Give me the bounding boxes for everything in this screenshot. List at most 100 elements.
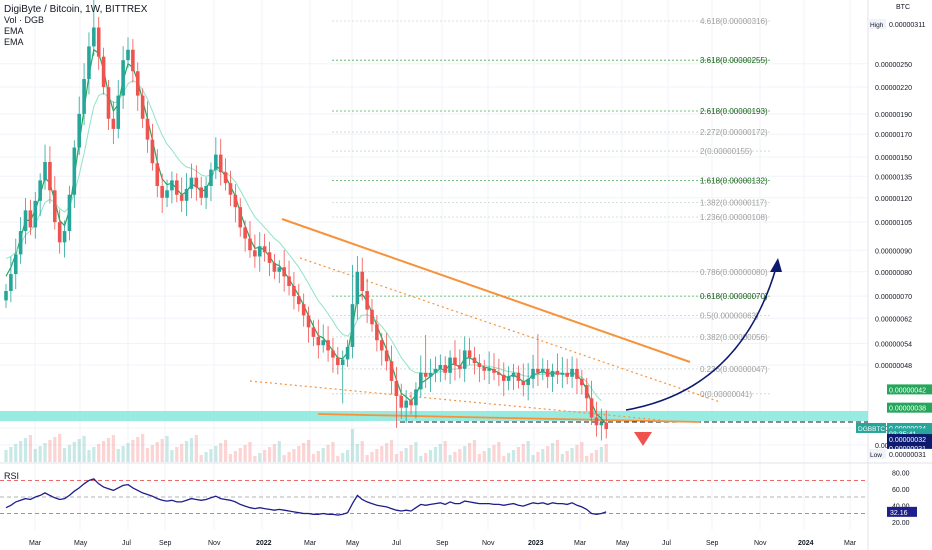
rsi-title[interactable]: RSI bbox=[4, 471, 20, 481]
volume-bar bbox=[448, 455, 452, 462]
candle-body bbox=[13, 254, 18, 275]
volume-bar bbox=[238, 448, 242, 462]
price-tick-label: 0.00000250 bbox=[875, 62, 912, 69]
candle-body bbox=[570, 368, 574, 377]
candle-body bbox=[462, 350, 467, 369]
volume-bar bbox=[385, 443, 389, 462]
candle-body bbox=[96, 27, 101, 57]
rsi-tick-label: 80.00 bbox=[892, 470, 910, 477]
volume-bar bbox=[521, 444, 525, 462]
volume-bar bbox=[248, 442, 252, 462]
candle-body bbox=[536, 368, 540, 373]
volume-bar bbox=[180, 444, 184, 462]
price-label-box bbox=[887, 442, 932, 453]
volume-bar bbox=[102, 441, 106, 462]
volume-bar bbox=[399, 451, 403, 462]
volume-bar bbox=[428, 450, 433, 462]
time-tick-label: Sep bbox=[706, 540, 719, 547]
volume-bar bbox=[189, 438, 194, 462]
volume-bar bbox=[136, 437, 140, 462]
fib-label: 1.618(0.00000132) bbox=[700, 176, 768, 185]
price-tick-label: 0.00000080 bbox=[875, 270, 912, 277]
candle-body bbox=[28, 210, 33, 228]
volume-bar bbox=[67, 445, 72, 462]
volume-bar bbox=[106, 438, 111, 462]
annotations bbox=[625, 258, 782, 446]
volume-bar bbox=[458, 449, 462, 462]
volume-bar bbox=[516, 447, 520, 462]
volume-bar bbox=[48, 440, 52, 462]
time-tick-label: Mar bbox=[574, 540, 587, 547]
volume-bar bbox=[224, 440, 228, 462]
volume-bar bbox=[546, 446, 550, 462]
volume-bar bbox=[82, 436, 86, 462]
candle-body bbox=[599, 422, 604, 426]
price-tick-label: 0.00000190 bbox=[875, 112, 912, 119]
candle-body bbox=[526, 378, 530, 386]
volume-bar bbox=[331, 442, 335, 462]
projection-arrowhead bbox=[770, 258, 782, 272]
volume-bar bbox=[165, 436, 169, 462]
fibonacci-levels: 4.618(0.00000316) 3.618(0.00000255) 2.618(… bbox=[332, 17, 770, 399]
fib-label: 0.5(0.00000063) bbox=[700, 311, 759, 320]
candle-body bbox=[121, 60, 125, 96]
volume-bar bbox=[258, 453, 262, 462]
candle-body bbox=[521, 380, 526, 386]
time-tick-label: Mar bbox=[29, 540, 42, 547]
fib-label: 2.272(0.00000172) bbox=[700, 128, 768, 137]
volume-indicator-label[interactable]: Vol · DGB bbox=[4, 15, 45, 25]
candle-body bbox=[311, 327, 316, 337]
volume-bar bbox=[585, 456, 589, 462]
price-label-box bbox=[887, 422, 932, 433]
price-label-tag bbox=[868, 448, 886, 459]
fib-label: 0.236(0.00000047) bbox=[700, 365, 768, 374]
ema-indicator-label-1[interactable]: EMA bbox=[4, 26, 24, 36]
volume-bar bbox=[433, 447, 438, 462]
ema-indicator-label-2[interactable]: EMA bbox=[4, 37, 24, 47]
volume-bar bbox=[541, 449, 545, 462]
volume-bar bbox=[43, 443, 47, 462]
candle-body bbox=[545, 368, 550, 377]
volume-bar bbox=[321, 448, 325, 462]
volume-bar bbox=[565, 451, 569, 462]
candle-body bbox=[150, 139, 155, 164]
candle-body bbox=[9, 274, 13, 292]
volume-bar bbox=[19, 441, 23, 462]
candle-body bbox=[350, 304, 355, 347]
candle-body bbox=[497, 372, 501, 375]
candle-body bbox=[379, 340, 384, 351]
candle-body bbox=[199, 187, 203, 198]
candle-body bbox=[443, 365, 447, 373]
time-tick-label: May bbox=[74, 540, 88, 547]
candle-body bbox=[257, 246, 262, 257]
candle-body bbox=[238, 207, 243, 228]
volume-bar bbox=[487, 448, 491, 462]
candle-body bbox=[18, 231, 23, 255]
volume-bar bbox=[272, 444, 276, 462]
candle-body bbox=[116, 95, 121, 129]
rsi-value-box bbox=[887, 506, 917, 517]
volume-bar bbox=[58, 434, 62, 462]
price-tick-label: 0.00000090 bbox=[875, 248, 912, 255]
volume-bar bbox=[604, 444, 608, 462]
volume-bar bbox=[72, 442, 76, 462]
candle-body bbox=[277, 267, 282, 272]
volume-bar bbox=[594, 450, 599, 462]
rsi-pane: 80.00 60.00 40.00 20.00 32.16 bbox=[0, 470, 917, 527]
candle-body bbox=[175, 180, 179, 195]
volume-bar bbox=[175, 447, 179, 462]
volume-bar bbox=[87, 450, 91, 462]
fib-label: 4.618(0.00000316) bbox=[700, 17, 768, 26]
candle-body bbox=[321, 340, 325, 346]
chart-title: DigiByte / Bitcoin, 1W, BITTREX bbox=[4, 4, 148, 15]
candle-body bbox=[126, 49, 130, 61]
volume-bar bbox=[472, 440, 477, 462]
candle-body bbox=[228, 183, 233, 195]
volume-bar bbox=[145, 448, 150, 462]
fib-label: 1.236(0.00000108) bbox=[700, 213, 768, 222]
volume-bar bbox=[214, 446, 218, 462]
price-tick-label: 0.00000150 bbox=[875, 155, 912, 162]
candles bbox=[4, 0, 609, 441]
candle-body bbox=[316, 336, 321, 346]
volume-bar bbox=[302, 443, 306, 462]
